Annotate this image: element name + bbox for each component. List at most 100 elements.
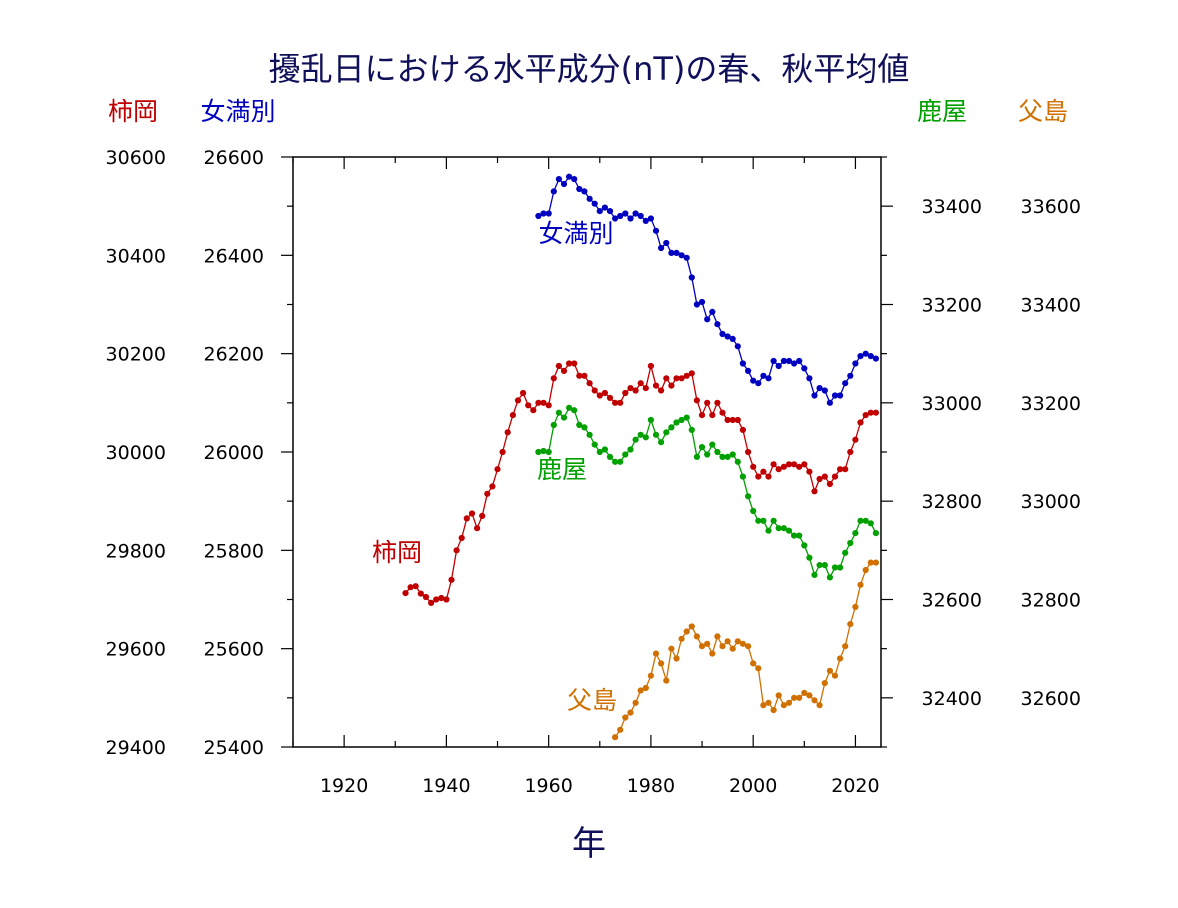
data-point bbox=[760, 517, 767, 524]
data-point bbox=[698, 643, 706, 650]
y-tick-label-kakioka: 29600 bbox=[106, 639, 166, 661]
data-point bbox=[780, 702, 788, 709]
data-point bbox=[831, 672, 839, 679]
y-tick-label-kanoya: 33000 bbox=[922, 393, 982, 415]
data-point bbox=[801, 365, 808, 372]
data-point bbox=[852, 436, 859, 443]
data-point bbox=[698, 444, 706, 451]
data-point bbox=[683, 414, 690, 421]
data-point bbox=[780, 525, 788, 532]
data-point bbox=[729, 335, 736, 342]
data-point bbox=[612, 399, 619, 406]
data-point bbox=[842, 380, 849, 387]
data-point bbox=[801, 461, 808, 468]
data-point bbox=[668, 382, 675, 389]
data-point bbox=[709, 441, 716, 448]
data-point bbox=[780, 357, 788, 365]
data-point bbox=[545, 448, 552, 456]
data-point bbox=[704, 316, 711, 323]
data-point bbox=[729, 416, 736, 424]
y-tick-label-memambetsu: 26600 bbox=[204, 147, 264, 169]
data-point bbox=[821, 473, 828, 480]
data-point bbox=[673, 655, 680, 662]
data-point bbox=[816, 562, 823, 569]
data-point bbox=[673, 375, 680, 382]
data-point bbox=[755, 665, 762, 672]
data-point bbox=[739, 640, 747, 647]
y-tick-label-chichijima: 32800 bbox=[1021, 590, 1081, 612]
data-point bbox=[617, 399, 624, 406]
data-point bbox=[709, 650, 716, 657]
x-tick-label: 2000 bbox=[729, 775, 777, 797]
data-point bbox=[765, 527, 772, 534]
data-point bbox=[704, 451, 711, 458]
data-point bbox=[591, 387, 598, 394]
data-point bbox=[591, 441, 598, 448]
data-point bbox=[801, 689, 808, 697]
data-point bbox=[560, 180, 568, 188]
data-point bbox=[642, 217, 649, 224]
data-point bbox=[811, 571, 818, 579]
data-point bbox=[637, 380, 644, 387]
data-point bbox=[479, 512, 486, 520]
data-point bbox=[806, 554, 813, 561]
data-point bbox=[560, 367, 568, 374]
y-tick-label-kakioka: 29800 bbox=[106, 540, 166, 562]
data-point bbox=[581, 372, 588, 379]
data-point bbox=[606, 453, 614, 460]
data-point bbox=[642, 434, 649, 441]
data-point bbox=[837, 564, 844, 571]
series-label: 柿岡 bbox=[372, 538, 422, 567]
data-point bbox=[811, 488, 818, 495]
data-point bbox=[412, 583, 419, 590]
y-tick-label-kanoya: 32800 bbox=[922, 491, 982, 513]
data-point bbox=[637, 431, 644, 438]
data-point bbox=[872, 530, 880, 537]
data-point bbox=[678, 375, 685, 382]
data-point bbox=[540, 210, 547, 217]
data-point bbox=[683, 254, 690, 261]
data-point bbox=[550, 421, 557, 429]
data-point bbox=[637, 212, 644, 220]
axis-name-kanoya: 鹿屋 bbox=[917, 97, 967, 126]
data-point bbox=[693, 397, 701, 404]
series-line bbox=[538, 175, 877, 405]
data-point bbox=[586, 431, 593, 438]
y-tick-label-kakioka: 30000 bbox=[106, 442, 166, 464]
data-point bbox=[765, 473, 772, 480]
data-point bbox=[770, 707, 777, 714]
data-point bbox=[816, 475, 823, 483]
data-point bbox=[658, 387, 665, 394]
data-point bbox=[714, 448, 721, 456]
data-point bbox=[678, 416, 685, 424]
data-point bbox=[750, 377, 757, 384]
y-tick-label-memambetsu: 25400 bbox=[204, 737, 264, 759]
data-point bbox=[499, 448, 506, 456]
data-point bbox=[719, 453, 726, 460]
data-point bbox=[872, 409, 880, 416]
data-point bbox=[612, 734, 619, 741]
data-point bbox=[837, 655, 844, 662]
data-point bbox=[806, 692, 813, 699]
data-point bbox=[842, 466, 849, 473]
data-point bbox=[770, 357, 777, 365]
data-point bbox=[576, 185, 583, 193]
y-tick-label-memambetsu: 26400 bbox=[204, 245, 264, 267]
data-point bbox=[581, 188, 588, 195]
data-point bbox=[560, 414, 568, 421]
data-point bbox=[494, 466, 501, 473]
data-point bbox=[698, 298, 706, 306]
data-point bbox=[842, 643, 849, 650]
data-point bbox=[622, 210, 629, 217]
data-point bbox=[775, 362, 782, 370]
data-point bbox=[852, 360, 859, 367]
series-line bbox=[614, 561, 876, 738]
data-point bbox=[867, 409, 874, 416]
data-point bbox=[530, 407, 537, 414]
data-point bbox=[637, 687, 644, 694]
data-point bbox=[857, 353, 864, 360]
data-point bbox=[663, 375, 670, 382]
data-point bbox=[724, 453, 731, 460]
data-point bbox=[606, 394, 614, 401]
